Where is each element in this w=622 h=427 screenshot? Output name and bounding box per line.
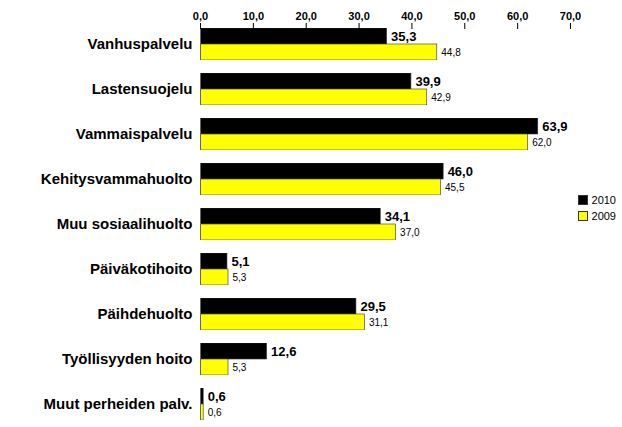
- svg-text:46,0: 46,0: [448, 164, 473, 179]
- svg-text:44,8: 44,8: [441, 47, 461, 58]
- svg-text:45,5: 45,5: [445, 182, 465, 193]
- html-text:2009: 2009: [591, 210, 616, 222]
- svg-text:Muu sosiaalihuolto: Muu sosiaalihuolto: [57, 215, 193, 232]
- svg-text:5,3: 5,3: [233, 362, 247, 373]
- svg-text:39,9: 39,9: [415, 74, 440, 89]
- svg-text:42,9: 42,9: [431, 92, 451, 103]
- svg-text:10,0: 10,0: [243, 10, 264, 22]
- svg-text:5,3: 5,3: [233, 272, 247, 283]
- svg-text:40,0: 40,0: [401, 10, 422, 22]
- svg-text:0,6: 0,6: [208, 389, 226, 404]
- svg-text:5,1: 5,1: [231, 254, 249, 269]
- svg-text:35,3: 35,3: [391, 29, 416, 44]
- svg-text:29,5: 29,5: [360, 299, 385, 314]
- svg-text:31,1: 31,1: [369, 317, 389, 328]
- svg-text:Kehitysvammahuolto: Kehitysvammahuolto: [41, 170, 193, 187]
- svg-text:63,9: 63,9: [542, 119, 567, 134]
- html-text:2010: 2010: [591, 194, 616, 206]
- svg-text:Muut perheiden palv.: Muut perheiden palv.: [44, 395, 193, 412]
- svg-text:20,0: 20,0: [296, 10, 317, 22]
- svg-text:62,0: 62,0: [532, 137, 552, 148]
- svg-text:50,0: 50,0: [454, 10, 475, 22]
- svg-text:Vanhuspalvelu: Vanhuspalvelu: [87, 35, 192, 52]
- svg-text:Päiväkotihoito: Päiväkotihoito: [90, 260, 193, 277]
- svg-text:0,6: 0,6: [208, 407, 222, 418]
- svg-text:Päihdehuolto: Päihdehuolto: [98, 305, 193, 322]
- svg-text:37,0: 37,0: [400, 227, 420, 238]
- svg-text:0,0: 0,0: [193, 10, 208, 22]
- svg-text:34,1: 34,1: [385, 209, 410, 224]
- svg-text:30,0: 30,0: [348, 10, 369, 22]
- svg-text:60,0: 60,0: [507, 10, 528, 22]
- svg-text:Vammaispalvelu: Vammaispalvelu: [76, 125, 193, 142]
- svg-text:12,6: 12,6: [271, 344, 296, 359]
- svg-text:Työllisyyden hoito: Työllisyyden hoito: [62, 350, 193, 367]
- svg-text:Lastensuojelu: Lastensuojelu: [92, 80, 193, 97]
- svg-text:70,0: 70,0: [560, 10, 581, 22]
